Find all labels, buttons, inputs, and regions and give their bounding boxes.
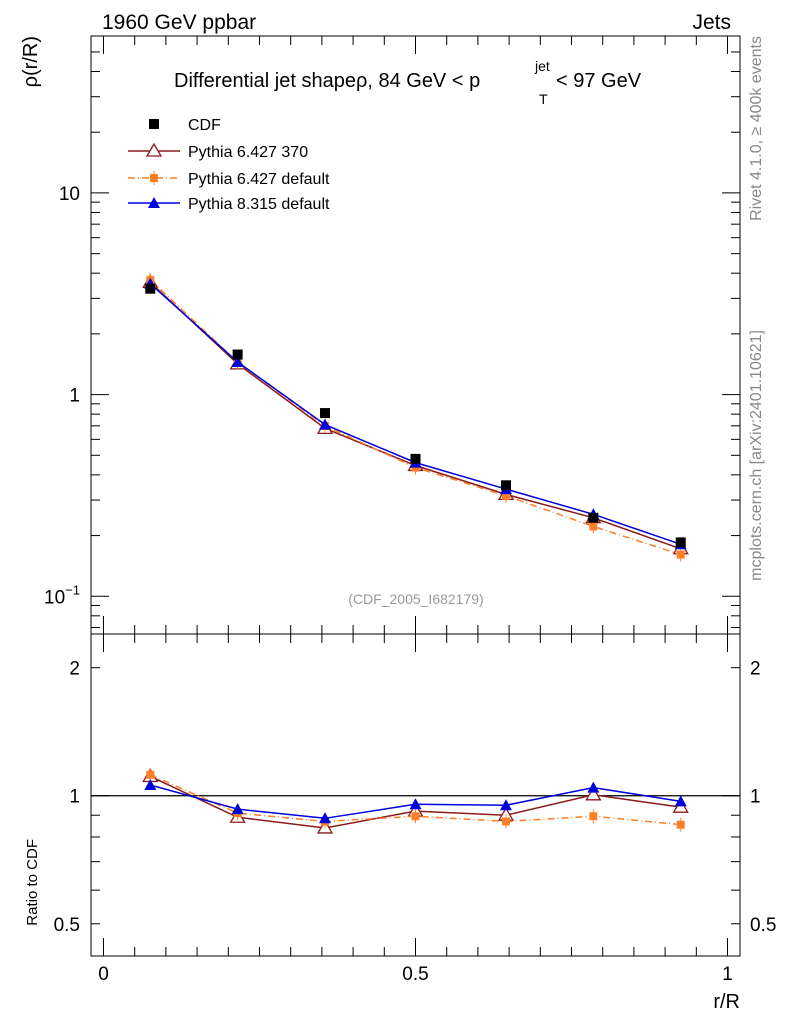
main-line-pythia-8-315-default [149, 283, 681, 546]
legend-label-pythia-6-427-370: Pythia 6.427 370 [188, 144, 308, 161]
main-ytick-label: 10 [59, 184, 80, 205]
legend-label-pythia-8-315-default: Pythia 8.315 default [188, 196, 330, 213]
main-cdf-point [588, 512, 599, 523]
legend: CDF Pythia 6.427 370 Pythia 6.427 default P… [128, 117, 330, 213]
ratio-xtick-label: 0.5 [402, 964, 428, 985]
main-line-pythia-6-427-370 [149, 281, 681, 550]
main-pythia-8-315-default-point [231, 356, 244, 368]
ratio-pythia-8-315-default-point [231, 803, 244, 815]
main-cdf-point [675, 537, 686, 548]
plot-title-superscript: jet [534, 58, 550, 74]
ratio-pythia-6-427-default-point [676, 820, 685, 829]
ratio-xtick-label: 1 [722, 964, 733, 985]
main-cdf-point [500, 480, 511, 491]
main-pythia-8-315-default-point [319, 418, 332, 430]
ratio-ytick-label-right: 2 [750, 659, 761, 680]
ratio-ytick-label-left: 1 [69, 787, 80, 808]
rivet-version-label: Rivet 4.1.0, ≥ 400k events [748, 36, 765, 221]
analysis-watermark: (CDF_2005_I682179) [348, 591, 483, 607]
legend-pythia-6-427-370-point [145, 142, 163, 157]
ratio-pythia-8-315-default-point [587, 781, 600, 793]
legend-pythia-8-315-default-point [148, 197, 160, 208]
ratio-ylabel: Ratio to CDF [24, 839, 41, 926]
main-pythia-6-427-default-point [676, 550, 685, 559]
main-cdf-point [232, 349, 243, 360]
legend-pythia-6-427-default-point [150, 174, 158, 182]
main-cdf-point [410, 453, 421, 464]
ratio-pythia-6-427-default-point [501, 817, 510, 826]
ratio-pythia-6-427-default-point [589, 812, 598, 821]
ratio-pythia-6-427-370-point [585, 786, 602, 801]
main-axes: 10−1 1 10 [44, 35, 740, 634]
main-ylabel: ρ(r/R) [20, 36, 42, 87]
legend-label-pythia-6-427-default: Pythia 6.427 default [188, 171, 330, 188]
ratio-pythia-8-315-default-point [144, 778, 157, 790]
main-cdf-point [320, 408, 331, 419]
ratio-pythia-8-315-default-point [319, 812, 332, 824]
mcplots-label: mcplots.cern.ch [arXiv:2401.10621] [748, 330, 765, 581]
main-pythia-6-427-default-point [589, 522, 598, 531]
header-left-label: 1960 GeV ppbar [102, 11, 256, 34]
ratio-xlabel: r/R [713, 991, 740, 1013]
ratio-pythia-8-315-default-point [499, 799, 512, 811]
ratio-ytick-label-left: 0.5 [54, 915, 80, 936]
ratio-axes: 0.5 0.5 1 1 2 2 0 0.5 1 [54, 634, 776, 985]
ratio-pythia-6-427-default-point [146, 770, 155, 779]
main-line-pythia-6-427-default [149, 279, 681, 556]
ratio-ytick-label-right: 1 [750, 787, 761, 808]
ratio-pythia-8-315-default-point [674, 795, 687, 807]
legend-cdf-point [149, 119, 159, 129]
ratio-ytick-label-right: 0.5 [750, 915, 776, 936]
plot-title-tail: < 97 GeV [556, 70, 642, 92]
ratio-pythia-8-315-default-point [409, 798, 422, 810]
legend-label-cdf: CDF [188, 117, 221, 134]
main-ytick-label: 10−1 [44, 582, 80, 608]
ratio-ytick-label-left: 2 [69, 659, 80, 680]
plot-title-subscript: T [539, 91, 548, 107]
ratio-xtick-label: 0 [98, 964, 109, 985]
ratio-pythia-6-427-default-point [411, 812, 420, 821]
plot-title: Differential jet shapeρ, 84 GeV < p [174, 70, 480, 92]
ratio-series-group [142, 767, 689, 834]
plot-title-main: Differential jet shapeρ, 84 GeV < p [174, 70, 480, 92]
header-right-label: Jets [692, 11, 731, 34]
main-ytick-label: 1 [69, 386, 80, 407]
main-cdf-point [145, 283, 156, 294]
main-series-group [142, 273, 689, 562]
main-pythia-6-427-default-point [501, 491, 510, 500]
